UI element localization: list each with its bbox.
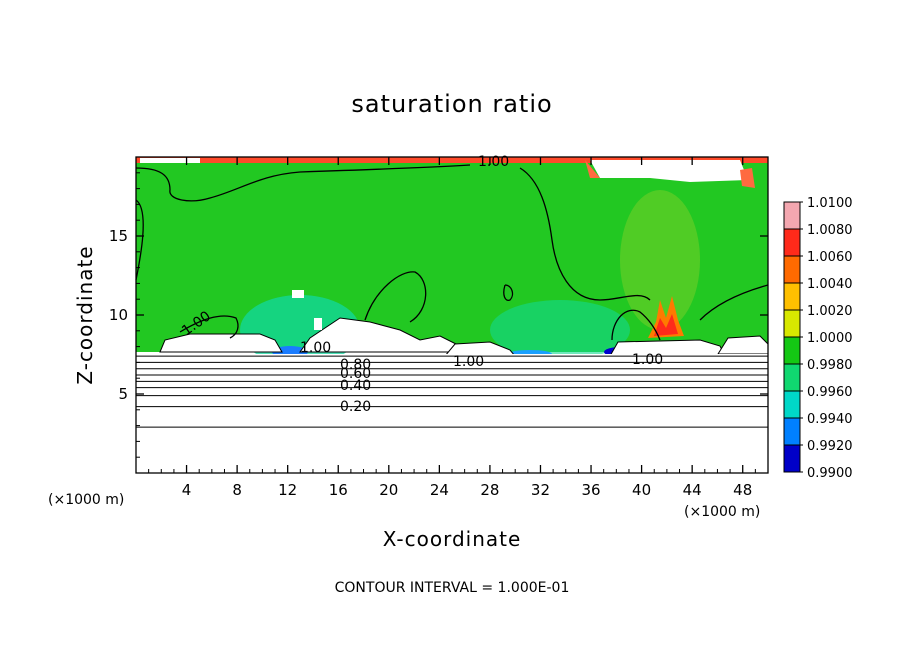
x-tick-label: 32: [531, 481, 550, 499]
contour-label: 0.40: [340, 378, 371, 394]
colorbar-label: 1.0040: [807, 277, 853, 292]
x-unit-label-right: (×1000 m): [684, 504, 760, 520]
colorbar-swatch: [784, 391, 800, 418]
colorbar-swatch: [784, 310, 800, 337]
top-white-cloud: [140, 158, 200, 163]
y-tick-label: 15: [109, 227, 128, 245]
contour-line: [364, 271, 427, 323]
cloud-blob: [314, 318, 322, 330]
colorbar-label: 0.9920: [807, 439, 853, 454]
colorbar-label: 0.9940: [807, 412, 853, 427]
x-tick-label: 20: [379, 481, 398, 499]
contour-label: 1.00: [632, 352, 663, 368]
colorbar-swatch: [784, 418, 800, 445]
colorbar-label: 0.9960: [807, 385, 853, 400]
top-white-cloud: [590, 160, 748, 182]
y-axis-title: Z-coordinate: [73, 245, 97, 384]
x-tick-label: 48: [733, 481, 752, 499]
colorbar-label: 1.0100: [807, 196, 853, 211]
x-tick-label: 36: [581, 481, 600, 499]
colorbar-swatch: [784, 445, 800, 472]
cloud-blob: [609, 339, 726, 357]
colorbar-label: 0.9980: [807, 358, 853, 373]
cloud-blob: [159, 333, 283, 353]
contour-line: [135, 164, 471, 202]
contour-line: [519, 167, 651, 301]
colorbar-swatch: [784, 364, 800, 391]
layer-contours: [136, 355, 768, 428]
cyan-patch: [490, 300, 630, 360]
contour-label: 0.20: [340, 399, 371, 415]
colorbar-swatch: [784, 256, 800, 283]
supersaturated-plume-core: [654, 314, 678, 336]
x-tick-label: 12: [278, 481, 297, 499]
x-tick-label: 40: [632, 481, 651, 499]
colorbar-swatch: [784, 283, 800, 310]
colorbar-label: 0.9900: [807, 466, 853, 481]
contour-line: [179, 315, 239, 339]
contour-line: [611, 309, 661, 341]
x-unit-label-left: (×1000 m): [48, 492, 124, 508]
colorbar: 1.0100 1.0080 1.0060 1.0040 1.0020 1.0000 0.99…: [783, 196, 853, 481]
x-tick-label: 24: [430, 481, 449, 499]
x-tick-label: 44: [683, 481, 702, 499]
colorbar-swatch: [784, 202, 800, 229]
x-tick-label: 28: [480, 481, 499, 499]
x-axis-title: X-coordinate: [383, 527, 522, 551]
contour-label: 1.00: [300, 340, 331, 356]
contour-line: [699, 284, 769, 321]
y-tick-label: 10: [109, 306, 128, 324]
dry-layer: [136, 354, 768, 473]
x-tick-label: 8: [232, 481, 242, 499]
cloud-blob: [292, 290, 304, 298]
top-red-edge: [740, 168, 755, 188]
y-tick-label: 5: [118, 385, 128, 403]
top-band: [136, 157, 768, 163]
chart-title: saturation ratio: [351, 90, 552, 118]
cyan-patch: [620, 190, 700, 330]
plot-area: 1.00 1.00 1.00 1.00 1.00 0.80 0.60 0.40 …: [135, 154, 769, 474]
y-axis: 5 10 15: [109, 172, 768, 458]
contour-line: [503, 284, 514, 301]
contour-label: 1.00: [453, 354, 484, 370]
colorbar-swatch: [784, 229, 800, 256]
x-tick-label: 16: [329, 481, 348, 499]
colorbar-swatch: [784, 337, 800, 364]
colorbar-label: 1.0020: [807, 304, 853, 319]
x-tick-label: 4: [182, 481, 192, 499]
top-red-edge: [585, 160, 600, 178]
colorbar-label: 1.0080: [807, 223, 853, 238]
contour-label: 1.00: [478, 154, 509, 170]
colorbar-label: 1.0060: [807, 250, 853, 265]
contour-interval-note: CONTOUR INTERVAL = 1.000E-01: [335, 580, 570, 596]
contour-label: 0.80: [340, 357, 371, 373]
colorbar-label: 1.0000: [807, 331, 853, 346]
contour-label: 0.60: [340, 366, 371, 382]
x-axis: 4 8 12 16 20 24 28 32 36 40 44 48: [148, 157, 756, 499]
